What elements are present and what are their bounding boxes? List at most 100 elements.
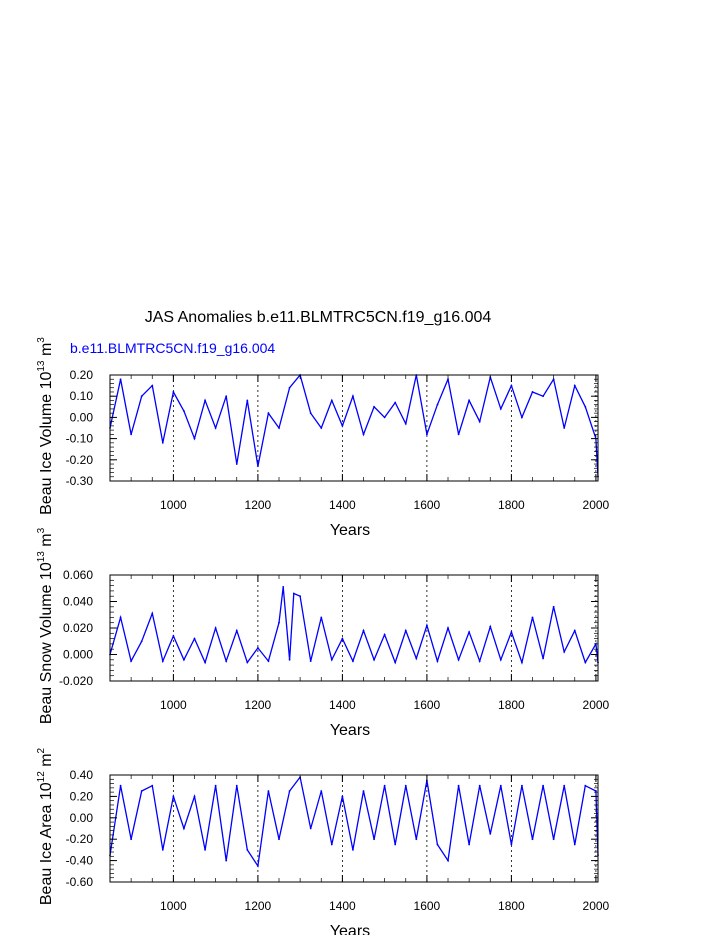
data-point — [404, 784, 407, 787]
data-point — [204, 849, 206, 851]
data-point — [172, 795, 175, 798]
data-point — [214, 427, 217, 429]
x-tick-label: 1400 — [329, 698, 356, 712]
x-tick-label: 1400 — [329, 899, 356, 913]
data-point — [563, 784, 566, 787]
x-tick-label: 1400 — [329, 498, 356, 512]
y-tick-label: 0.060 — [63, 568, 93, 582]
data-point — [531, 838, 534, 841]
y-tick-label: 0.040 — [63, 595, 93, 609]
data-point — [172, 635, 175, 637]
x-axis-label: Years — [330, 923, 370, 935]
y-axis-label: Beau Ice Volume 1013 m3 — [36, 337, 55, 515]
data-point — [288, 386, 291, 389]
data-point — [183, 658, 185, 661]
data-point — [531, 616, 534, 619]
y-tick-label: -0.60 — [66, 875, 94, 889]
y-axis-label: Beau Ice Area 1012 m2 — [36, 747, 55, 905]
data-point — [584, 784, 587, 787]
data-point — [352, 395, 354, 398]
data-point — [140, 790, 143, 792]
data-point — [214, 784, 217, 787]
data-point — [489, 625, 492, 628]
data-point — [309, 412, 312, 415]
data-point — [542, 657, 544, 660]
y-tick-label: -0.20 — [66, 832, 94, 846]
data-point — [204, 661, 206, 664]
data-point — [246, 661, 249, 664]
data-point — [282, 586, 285, 588]
y-tick-label: -0.10 — [66, 432, 94, 446]
data-point — [151, 784, 154, 787]
y-tick-label: 0.020 — [63, 621, 93, 635]
data-point — [193, 637, 196, 640]
data-point — [278, 621, 280, 624]
y-tick-label: 0.20 — [70, 789, 94, 803]
data-point — [468, 631, 471, 633]
series-line — [109, 586, 599, 665]
plot-frame — [109, 774, 599, 883]
data-point — [573, 384, 576, 387]
data-point — [140, 640, 143, 643]
data-point — [563, 650, 566, 653]
chart-title: JAS Anomalies b.e11.BLMTRC5CN.f19_g16.00… — [145, 309, 492, 326]
data-point — [489, 832, 492, 835]
data-point — [352, 660, 354, 663]
data-point — [183, 827, 185, 830]
data-point — [521, 784, 523, 787]
data-point — [383, 633, 386, 636]
data-point — [341, 424, 344, 427]
data-point — [573, 843, 576, 846]
data-point — [510, 631, 513, 633]
data-point — [457, 784, 460, 787]
data-point — [521, 416, 523, 419]
data-point — [552, 378, 555, 381]
data-point — [447, 627, 449, 629]
x-tick-label: 1000 — [160, 498, 187, 512]
data-point — [130, 433, 133, 436]
panel-2: 0.060 0.040 0.020 0.000 -0.020 1000 1200 1400 16… — [36, 527, 610, 739]
data-point — [161, 660, 164, 663]
data-point — [320, 616, 323, 619]
data-point — [573, 629, 576, 632]
data-point — [373, 838, 375, 841]
data-point — [594, 790, 597, 792]
data-point — [278, 838, 280, 841]
data-point — [256, 465, 259, 468]
y-tick-label: 0.000 — [63, 648, 93, 662]
data-point — [499, 658, 502, 661]
data-point — [183, 410, 185, 412]
data-point — [404, 422, 407, 425]
data-point — [256, 865, 259, 867]
data-point — [394, 843, 397, 846]
x-tick-label: 1800 — [498, 899, 525, 913]
data-point — [404, 629, 407, 632]
data-point — [542, 784, 544, 787]
data-point — [457, 658, 460, 661]
x-tick-label: 1200 — [245, 899, 272, 913]
data-point — [161, 849, 164, 851]
data-point — [510, 384, 513, 387]
data-point — [436, 403, 439, 406]
data-point — [510, 843, 513, 846]
data-point — [394, 401, 397, 404]
data-point — [267, 660, 270, 663]
data-point — [246, 399, 249, 402]
data-point — [225, 859, 228, 862]
data-point — [330, 658, 333, 661]
data-point — [309, 660, 312, 663]
data-point — [373, 405, 375, 408]
data-point — [383, 784, 386, 787]
data-point — [457, 433, 460, 436]
x-tick-label: 1600 — [414, 899, 441, 913]
data-point — [267, 412, 270, 415]
data-point — [225, 660, 228, 663]
data-point — [468, 843, 471, 846]
data-point — [352, 849, 354, 851]
data-point — [415, 838, 418, 841]
data-point — [225, 395, 228, 398]
y-tick-label: 0.10 — [70, 389, 94, 403]
x-tick-label: 1600 — [414, 498, 441, 512]
series-label: b.e11.BLMTRC5CN.f19_g16.004 — [70, 340, 275, 356]
data-point — [193, 795, 196, 798]
